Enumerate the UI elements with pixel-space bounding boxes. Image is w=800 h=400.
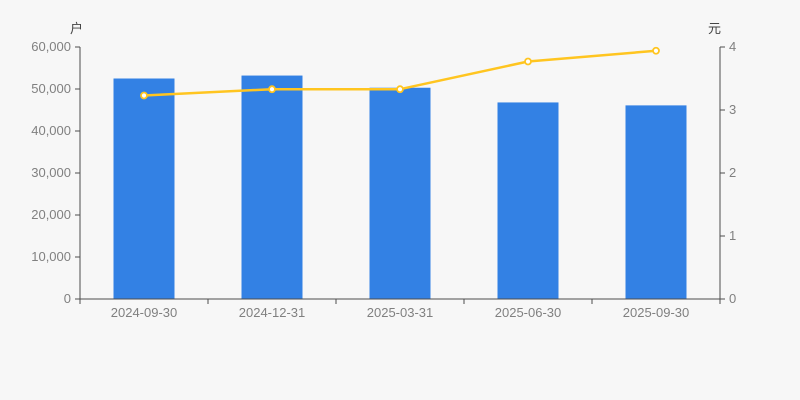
left-axis-tick-label: 0 (64, 291, 71, 306)
right-axis-unit-label: 元 (708, 21, 722, 36)
bar-2025-03-31[interactable] (369, 87, 431, 300)
bar-2024-12-31[interactable] (241, 75, 303, 299)
x-axis-category-label: 2025-03-31 (367, 305, 434, 320)
line-point-2025-09-30[interactable] (652, 46, 660, 55)
left-axis-tick-label: 40,000 (31, 123, 71, 138)
left-axis-tick-label: 20,000 (31, 207, 71, 222)
right-axis-tick-label: 2 (729, 165, 736, 180)
line-point-2025-03-31[interactable] (396, 85, 404, 94)
left-axis-unit-label: 户 (70, 21, 84, 36)
right-axis-tick-label: 0 (729, 291, 736, 306)
left-axis-tick-label: 60,000 (31, 39, 71, 54)
bar-2025-06-30[interactable] (497, 102, 559, 299)
line-point-2024-09-30[interactable] (140, 91, 148, 100)
line-point-2025-06-30[interactable] (524, 57, 532, 66)
left-axis-tick-label: 10,000 (31, 249, 71, 264)
line-point-2024-12-31[interactable] (268, 85, 276, 94)
bar-2024-09-30[interactable] (113, 78, 175, 300)
x-axis-category-label: 2024-09-30 (111, 305, 178, 320)
left-axis-tick-label: 30,000 (31, 165, 71, 180)
left-axis-tick-label: 50,000 (31, 81, 71, 96)
right-axis-tick-label: 1 (729, 228, 736, 243)
bar-2025-09-30[interactable] (625, 105, 687, 299)
right-axis-tick-label: 3 (729, 102, 736, 117)
x-axis-category-label: 2024-12-31 (239, 305, 306, 320)
right-axis-tick-label: 4 (729, 39, 736, 54)
x-axis-category-label: 2025-09-30 (623, 305, 690, 320)
x-axis-category-label: 2025-06-30 (495, 305, 562, 320)
